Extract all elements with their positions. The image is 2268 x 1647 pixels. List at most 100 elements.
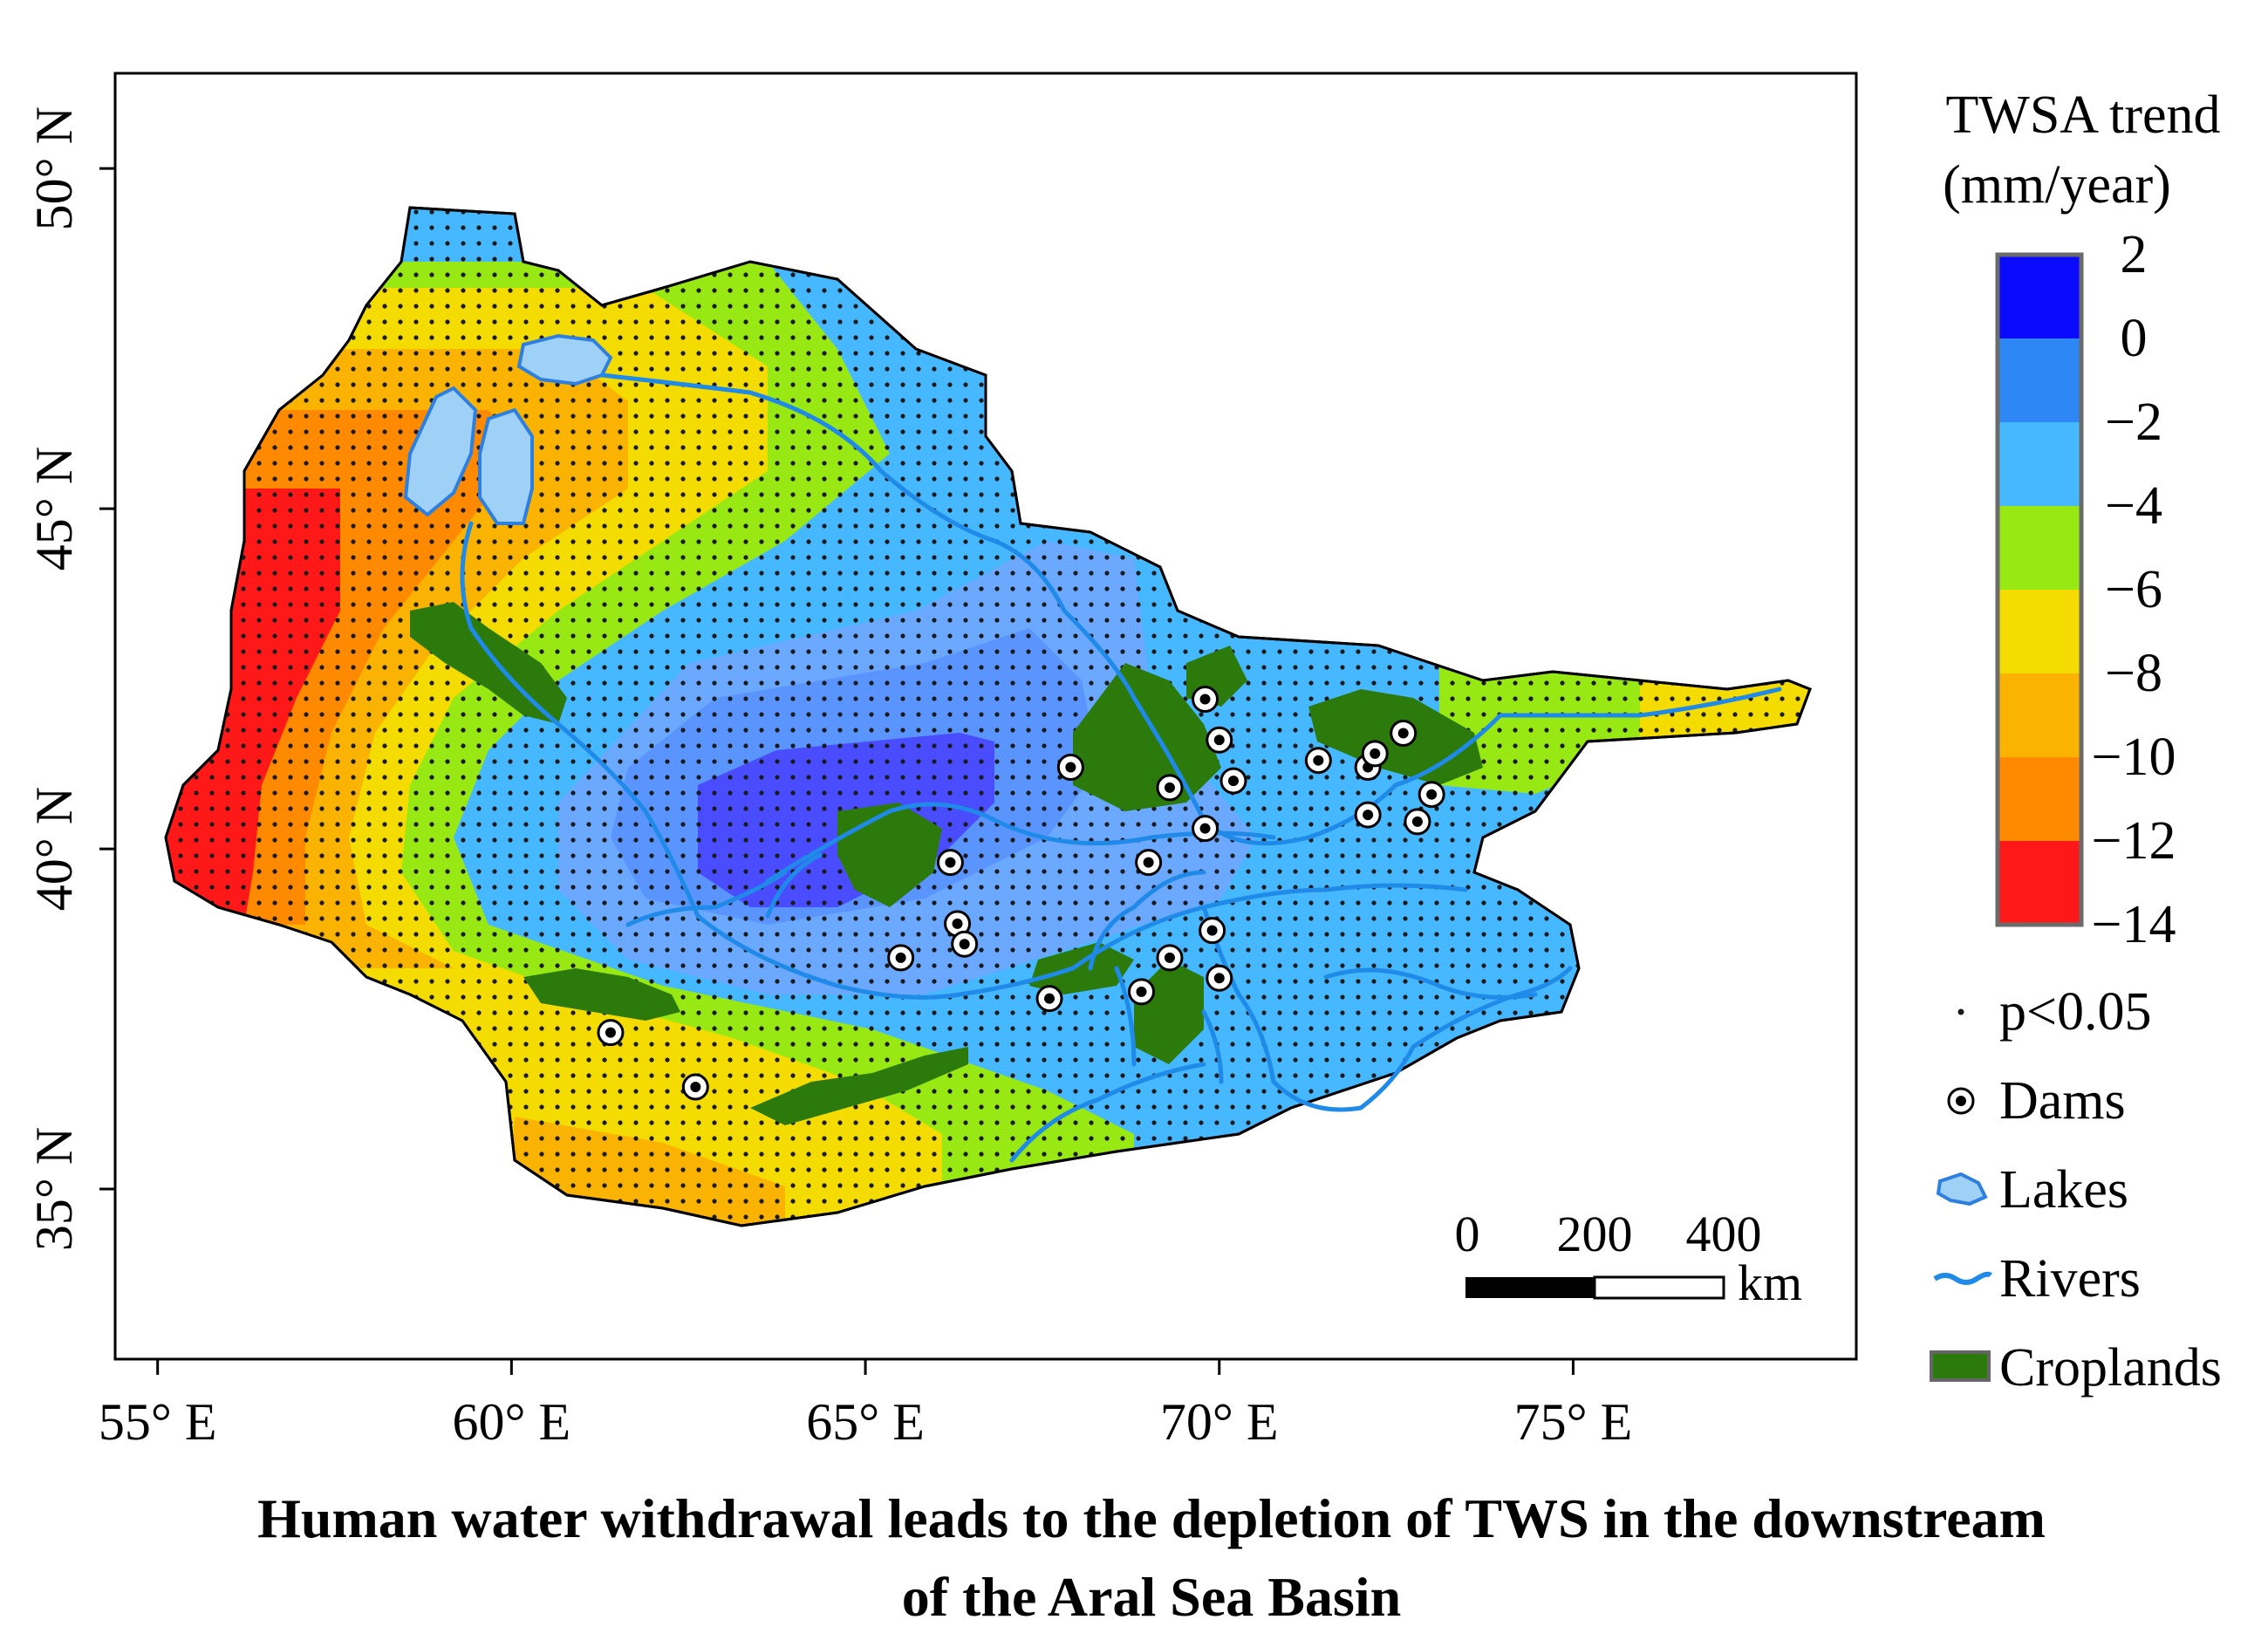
dam-marker [1192,686,1219,714]
colorbar [1995,252,2084,927]
legend: TWSA trend (mm/year) 2 0 −2 −4 −6 −8 −10 −12 −14… [1930,85,2222,1398]
legend-dam-icon-center [1956,1096,1966,1106]
colorbar-border [1995,252,2084,927]
dam-marker [1135,849,1163,877]
dam-marker [1128,978,1156,1006]
dam-marker [1418,781,1445,809]
aral-sea-east [478,407,534,525]
scale-bar: 0 200 400 km [1455,1206,1803,1311]
river-syr-darya [599,372,1782,846]
river-amu-darya [460,521,1468,1000]
colorbar-label: −10 [2092,728,2176,787]
colorbar-segment [1998,673,2081,757]
colorbar-segment [1998,422,2081,506]
x-axis: 55° E 60° E 65° E 70° E 75° E [99,1359,1632,1451]
lakes-layer [403,333,613,525]
dam-marker [1035,985,1063,1013]
river-panj-east [1323,967,1538,1000]
legend-river-icon [1933,1271,1993,1285]
dam-marker [1219,767,1247,795]
colorbar-segment [1998,255,2081,338]
scale-bar-black [1465,1277,1595,1298]
dam-marker [1304,747,1332,775]
dam-marker [1390,719,1418,747]
caption-line1: Human water withdrawal leads to the depl… [257,1487,2046,1549]
colorbar-label: −12 [2092,811,2176,871]
river-kashkadarya [765,852,823,919]
x-tick-label-65: 65° E [806,1393,925,1451]
colorbar-segment [1998,757,2081,841]
colorbar-label: −4 [2105,476,2162,536]
dam-marker [1354,801,1382,829]
scale-label-0: 0 [1455,1206,1480,1262]
cropland-south-1 [523,968,680,1021]
legend-dot-icon [1957,1008,1964,1015]
legend-cropland-icon [1930,1350,1991,1382]
river-surkhan [1114,966,1137,1067]
legend-label-lakes: Lakes [1999,1160,2128,1220]
dam-marker [597,1019,625,1047]
cropland-south-2 [750,1047,968,1125]
dam-marker [1199,917,1226,945]
legend-label-dams: Dams [1999,1071,2126,1131]
river-zeravshan [765,802,1276,884]
colorbar-segment [1998,841,2081,925]
dam-marker [1206,964,1233,992]
legend-title-line2: (mm/year) [1943,155,2171,215]
scale-unit: km [1738,1254,1802,1311]
river-murgab [1009,1062,1206,1163]
y-axis: 50° N 45° N 40° N 35° N [25,106,115,1251]
dam-marker [1156,774,1184,802]
dam-marker [887,944,915,972]
dams-layer [597,686,1445,1101]
y-tick-label-40: 40° N [25,787,83,911]
dam-marker [936,849,964,877]
colorbar-label: −8 [2105,644,2162,703]
colorbar-label: −14 [2092,895,2176,954]
colorbar-label: 2 [2121,225,2148,284]
scale-label-400: 400 [1686,1206,1762,1262]
colorbar-segment [1998,338,2081,422]
dam-marker [1404,808,1431,836]
cropland-surkhan [1029,942,1134,994]
x-tick-label-60: 60° E [453,1393,571,1451]
colorbar-labels: 2 0 −2 −4 −6 −8 −10 −12 −14 [2092,225,2176,954]
cropland-zeravshan [837,803,942,907]
legend-label-rivers: Rivers [1999,1249,2141,1309]
x-tick-label-70: 70° E [1160,1393,1279,1451]
colorbar-label: −2 [2105,393,2162,452]
aral-sea-west [403,386,478,517]
colorbar-label: −6 [2105,560,2162,619]
river-tedzhen [1201,1009,1224,1084]
caption-line2: of the Aral Sea Basin [902,1566,1401,1628]
dam-marker [951,930,979,958]
colorbar-segment [1998,506,2081,590]
y-tick-label-50: 50° N [25,106,83,230]
scale-label-200: 200 [1557,1206,1633,1262]
x-tick-label-75: 75° E [1514,1393,1633,1451]
legend-title-line1: TWSA trend [1945,85,2220,145]
river-lower-amu [625,870,788,927]
colorbar-segment [1998,590,2081,673]
legend-lake-icon [1936,1172,1988,1206]
x-tick-label-55: 55° E [99,1393,217,1451]
river-vakhsh [1088,870,1206,971]
colorbar-label: 0 [2121,309,2148,368]
scale-bar-white [1593,1275,1725,1300]
dam-marker [1361,740,1389,768]
rivers-layer [460,372,1782,1163]
legend-label-croplands: Croplands [1999,1338,2222,1398]
y-tick-label-45: 45° N [25,447,83,571]
cropland-syr-middle [1073,663,1221,811]
legend-label-significance: p<0.05 [1999,982,2151,1042]
basin-outline [164,206,1812,1227]
dam-marker [1156,944,1184,972]
dam-marker [944,910,972,938]
dam-marker [681,1073,709,1101]
y-tick-label-35: 35° N [25,1127,83,1251]
aral-sea-north [516,333,613,386]
dam-marker [1206,726,1233,754]
dam-marker [1192,815,1219,843]
dam-marker [1056,753,1084,781]
